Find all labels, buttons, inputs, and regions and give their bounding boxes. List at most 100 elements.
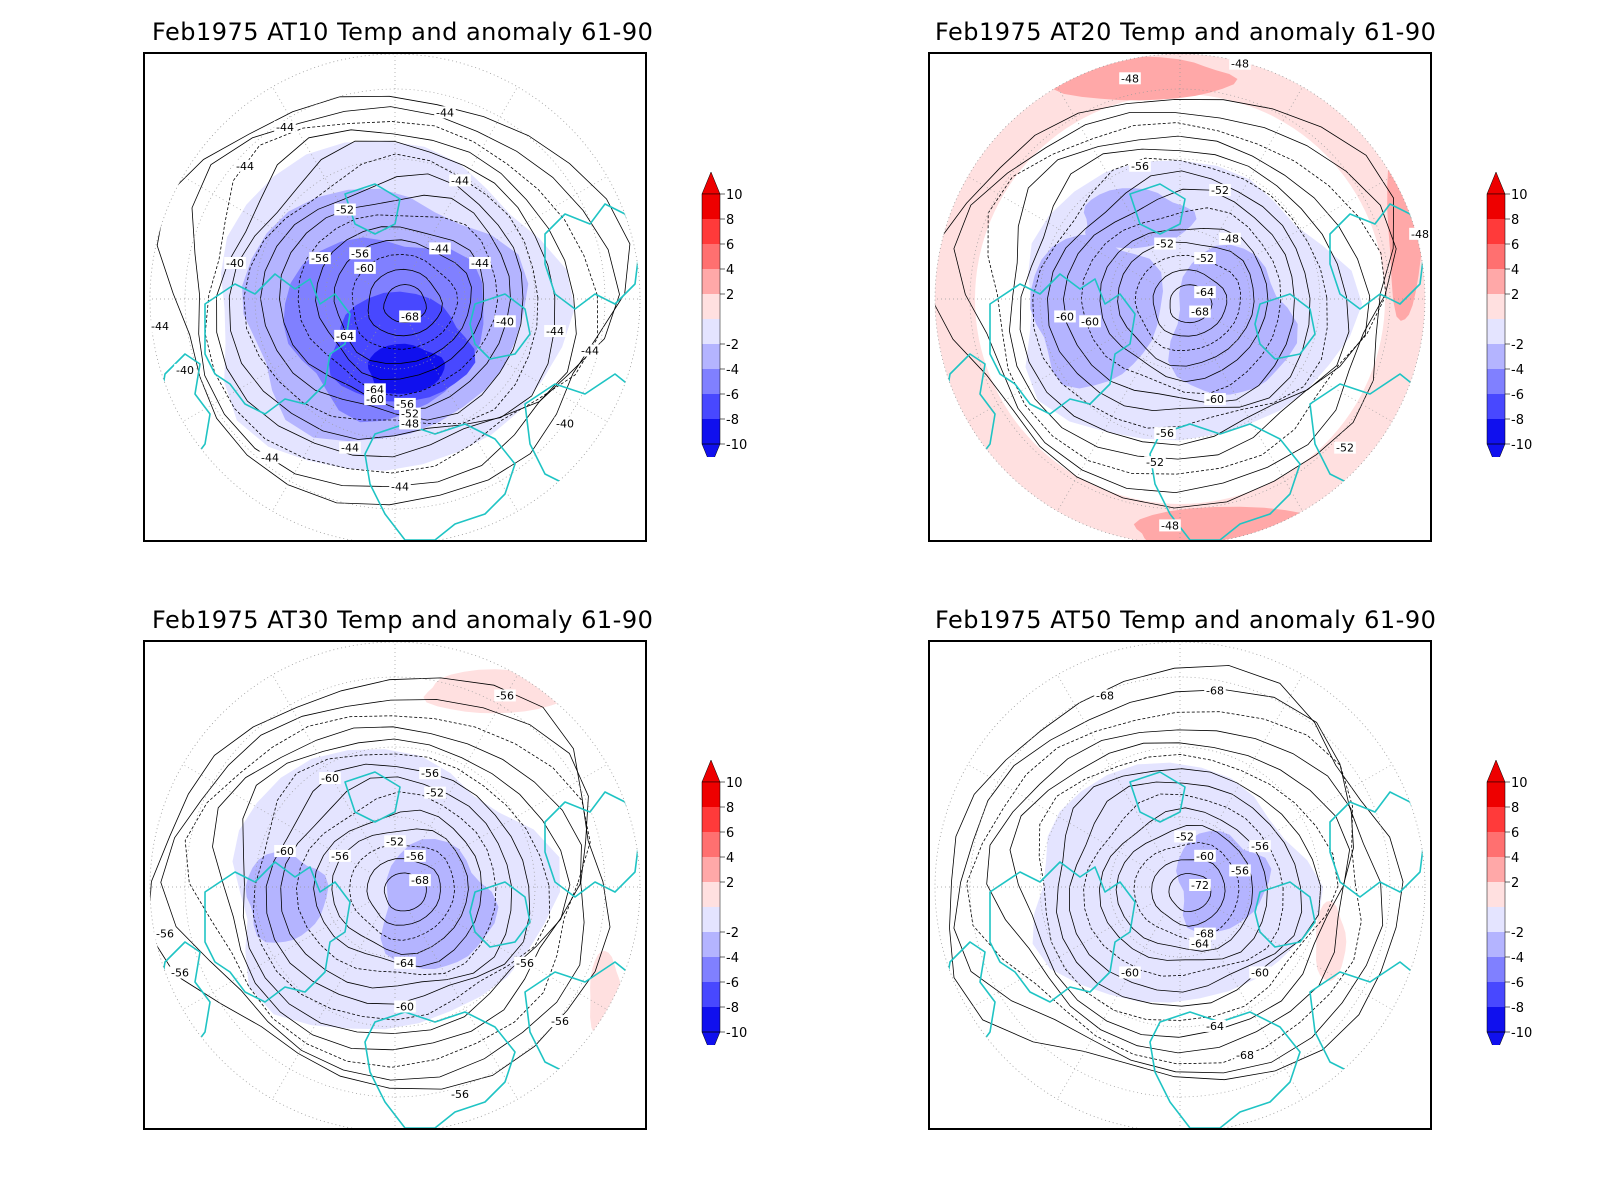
contour-label-bg [514,956,536,969]
colorbar-label: -10 [726,438,747,453]
contour-label-bg [1209,184,1231,197]
contour-label-bg [1189,879,1211,891]
colorbar-label: -2 [1511,338,1524,353]
temperature-contour [265,763,531,1005]
colorbar-segment [702,782,720,807]
polar-map: -56-60 -56-52-52-60 -56 -56-68-64 -56-60-56-… [149,642,641,1128]
contour-label: -44 [276,121,294,134]
colorbar-label: 6 [1511,238,1519,253]
temperature-contour [367,268,443,337]
colorbar: 10 8 6 4 2 -2 -4 -6 -8 -10 [701,760,747,1045]
temperature-contour [191,106,620,488]
map-content [944,665,1425,1128]
colorbar-label: -8 [726,413,739,428]
colorbar-arrow-bottom [701,443,721,457]
colorbar-segment [702,219,720,244]
colorbar-label: 6 [726,238,734,253]
contour-label-bg [364,393,386,406]
colorbar-segment [1487,907,1505,932]
map-frame: -48 -48 -56 -52 -52 -48 -52 -64 -68 -60 -60 -60 -56 -… [928,52,1432,542]
colorbar-arrow-bottom [701,1031,721,1045]
contour-label-bg [329,849,351,862]
contour-label: -56 [1156,427,1174,440]
colorbar-segment [702,319,720,344]
contour-label-bg [1194,849,1216,862]
colorbar-segment [1487,782,1505,807]
contour-label-bg [1229,57,1251,70]
colorbar-label: -6 [726,976,739,991]
temperature-contour [1115,825,1254,952]
colorbar-label: 10 [726,188,743,203]
contour-label: -52 [1211,184,1229,197]
colorbar-segment [702,807,720,832]
contour-label: -44 [581,344,599,357]
colorbar-segment [1487,344,1505,369]
map-content [156,95,640,540]
contour-label: -56 [156,928,174,941]
contour-label-bg [1079,315,1101,328]
contour-label-bg [399,407,421,420]
colorbar-label: 10 [1511,776,1528,791]
colorbar-label: -8 [1511,1001,1524,1016]
colorbar-label: -4 [1511,951,1524,966]
colorbar-segment [702,857,720,882]
temperature-contour [228,140,556,440]
contour-label-bg [384,835,406,848]
coastline [1329,203,1425,310]
contour-label: -72 [1191,879,1209,892]
temperature-contour [366,858,441,926]
colorbar-segment [1487,394,1505,419]
anomaly-fill [367,343,446,394]
anomaly-fill [245,851,329,943]
contour-label: -68 [401,310,419,323]
temperature-contour [160,699,589,1081]
contour-label: -60 [1056,310,1074,323]
colorbar-segment [702,957,720,982]
panel-title: Feb1975 AT30 Temp and anomaly 61-90 [152,606,654,634]
coastline [989,273,1136,415]
contour-label: -56 [516,957,534,970]
colorbar-segment [1487,319,1505,344]
contour-label: -48 [1161,519,1179,532]
colorbar-label: -8 [1511,413,1524,428]
contour-label: -64 [1196,286,1214,299]
anomaly-fill [1032,762,1324,1003]
temperature-contour [331,828,469,955]
temperature-contour [279,194,511,410]
contour-label-bg [404,849,426,862]
colorbar-label: -2 [1511,926,1524,941]
coastline [544,791,640,898]
map-frame: -68 -68 -52 -60 -56 -56 -72 -68 -64 -60 -60 -64 -68 [928,640,1432,1130]
contour-label: -56 [421,767,439,780]
contour-label-bg [434,106,456,119]
colorbar-label: 2 [726,876,734,891]
colorbar: 10 8 6 4 2 -2 -4 -6 -8 -10 [1486,172,1532,457]
colorbar-segment [702,344,720,369]
contour-label: -68 [1236,1049,1254,1062]
contour-label-bg [394,1000,416,1013]
colorbar-label: -6 [1511,976,1524,991]
polar-map: -48 -48 -56 -52 -52 -48 -52 -64 -68 -60 -60 -60 -56 -… [934,54,1430,540]
contour-label: -68 [1096,689,1114,702]
contour-label: -44 [341,442,359,455]
contour-label: -60 [276,845,294,858]
anomaly-fill [1083,188,1197,249]
colorbar-segment [702,907,720,932]
contour-label-bg [1154,237,1176,250]
contour-label: -44 [451,174,469,187]
colorbar-segment [702,394,720,419]
contour-label: -60 [1206,393,1224,406]
temperature-contour [252,753,551,1021]
anomaly-fill [380,839,499,969]
latitude-circle [254,746,536,1028]
colorbar-segment [702,1007,720,1032]
colorbar-label: 6 [1511,826,1519,841]
colorbar-label: -4 [726,951,739,966]
colorbar: 10 8 6 4 2 -2 -4 -6 -8 -10 [1486,760,1532,1045]
coastline [544,203,640,310]
colorbar-label: 8 [1511,801,1519,816]
colorbar-label: 6 [726,826,734,841]
colorbar-segment [1487,982,1505,1007]
temperature-contour [1047,170,1311,412]
contour-label-bg [1204,684,1226,697]
